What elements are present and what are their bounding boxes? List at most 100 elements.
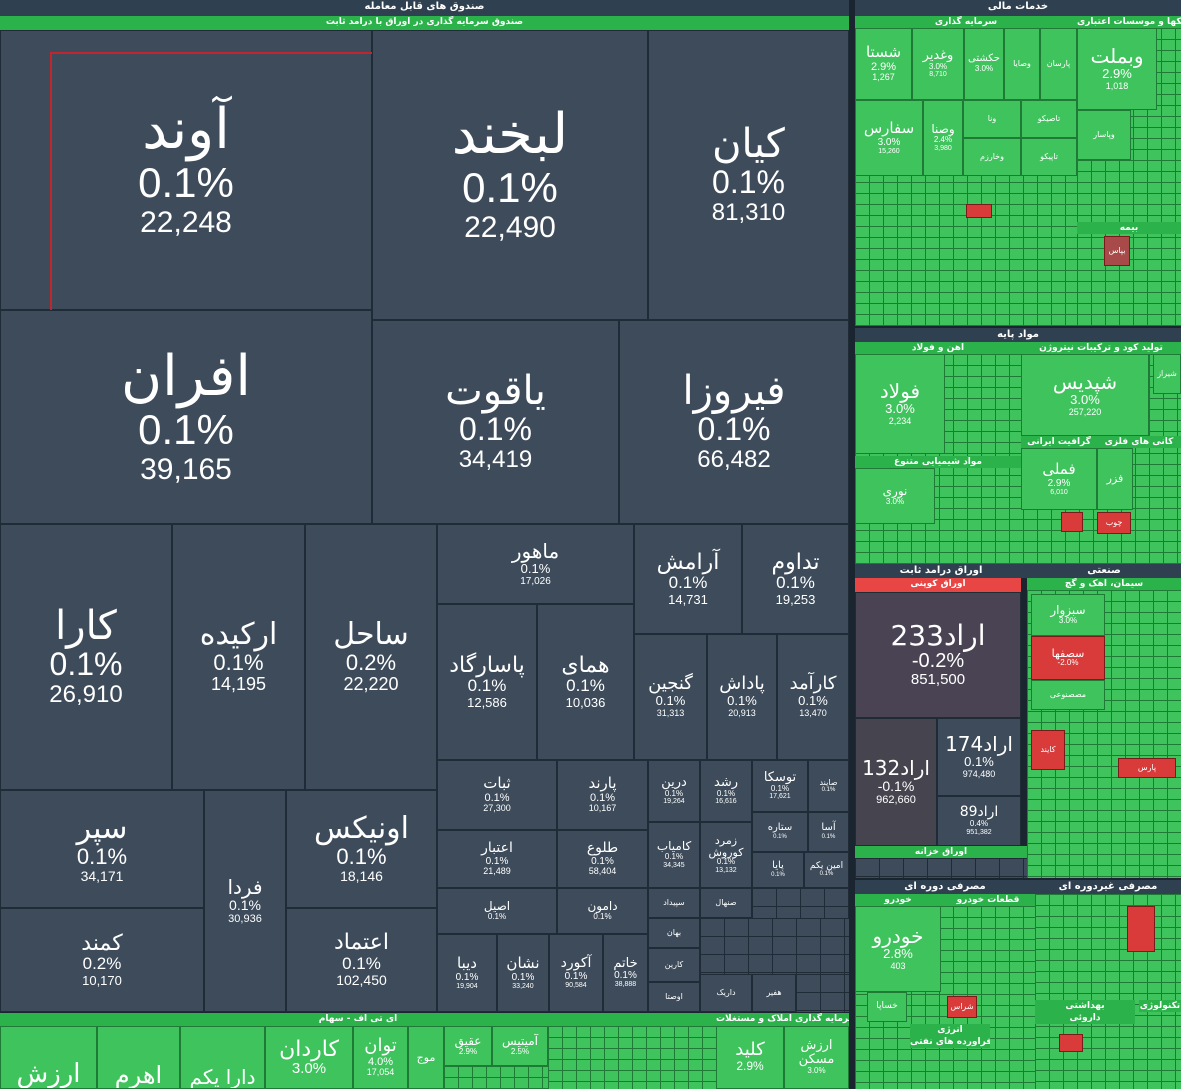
tile-arzesh-maskan[interactable]: ارزش مسکن 3.0%	[784, 1026, 849, 1089]
tile-setareh[interactable]: ستاره 0.1%	[752, 812, 808, 852]
tile-paya[interactable]: پایا 0.1%	[752, 852, 804, 888]
tile-aramesh[interactable]: آرامش 0.1% 14,731	[634, 524, 742, 634]
tile-arad132[interactable]: اراد132 -0.1% 962,660	[855, 718, 937, 846]
tile-afran[interactable]: افران 0.1% 39,165	[0, 310, 372, 524]
tile-yaghoot[interactable]: یاقوت 0.1% 34,419	[372, 320, 619, 524]
tile-hafir[interactable]: هفیر	[752, 974, 796, 1012]
tile-ahrom[interactable]: اهرم	[97, 1026, 180, 1089]
tile-kelid[interactable]: کلید 2.9%	[716, 1026, 784, 1089]
tile-vpasar[interactable]: وپاسار	[1077, 110, 1131, 160]
tile-kamyab[interactable]: کامیاب 0.1% 34,345	[648, 822, 700, 888]
tile-kara[interactable]: کارا 0.1% 26,910	[0, 524, 172, 790]
tile-shras[interactable]: شراس	[947, 996, 977, 1018]
tile-kayand[interactable]: کایند	[1031, 730, 1065, 770]
tile-vna[interactable]: ونا	[963, 100, 1021, 138]
tile-vsaya[interactable]: وصایا	[1004, 28, 1040, 100]
tile-foolad[interactable]: فولاد 3.0% 2,234	[855, 354, 945, 454]
tile-ousta[interactable]: اوصتا	[648, 982, 700, 1012]
tile-akord[interactable]: آکورد 0.1% 90,584	[549, 934, 603, 1012]
tile-tasiko[interactable]: تاصیکو	[1021, 100, 1077, 138]
tile-khatam[interactable]: خاتم 0.1% 38,888	[603, 934, 648, 1012]
tile-neshan[interactable]: نشان 0.1% 33,240	[497, 934, 549, 1012]
tile-arad174[interactable]: اراد174 0.1% 974,480	[937, 718, 1021, 796]
tile-behan[interactable]: بهان	[648, 918, 700, 948]
tile-change: 3.0%	[877, 136, 901, 148]
tile-firooza[interactable]: فیروزا 0.1% 66,482	[619, 320, 849, 524]
tile-negative-small[interactable]	[966, 204, 992, 218]
tile-negative-small-2[interactable]	[1061, 512, 1083, 532]
tile-vkharazm[interactable]: وخارزم	[963, 138, 1021, 176]
tile-vbmellat[interactable]: وبملت 2.9% 1,018	[1077, 28, 1157, 110]
tile-sesfaha[interactable]: سصفها -2.0%	[1031, 636, 1105, 680]
tile-zomorod-koorosh[interactable]: زمرد کوروش 0.1% 13,132	[700, 822, 752, 888]
tile-sabzevar[interactable]: سبزوار 3.0%	[1031, 594, 1105, 636]
tile-shpdis[interactable]: شپدیس 3.0% 257,220	[1021, 354, 1149, 436]
tile-noori[interactable]: نوری 3.0%	[855, 468, 935, 524]
tile-toska[interactable]: توسکا 0.1% 17,621	[752, 760, 808, 812]
tile-sabat[interactable]: ثبات 0.1% 27,300	[437, 760, 557, 830]
section-header-insurance: بیمه	[1077, 222, 1181, 234]
tile-separ[interactable]: سپر 0.1% 34,171	[0, 790, 204, 908]
tile-dorin[interactable]: درین 0.1% 19,264	[648, 760, 700, 822]
tile-aghigh[interactable]: عقیق 2.9%	[444, 1026, 492, 1066]
tile-darik[interactable]: داریک	[700, 974, 752, 1012]
tile-khodro[interactable]: خودرو 2.8% 403	[855, 906, 941, 992]
tile-tapiko[interactable]: تاپیکو	[1021, 138, 1077, 176]
tile-etemad[interactable]: اعتماد 0.1% 102,450	[286, 908, 437, 1012]
tile-tadavom[interactable]: تداوم 0.1% 19,253	[742, 524, 849, 634]
tile-parsan[interactable]: پارسان	[1040, 28, 1077, 100]
tile-diba[interactable]: دیبا 0.1% 19,904	[437, 934, 497, 1012]
tile-padash[interactable]: پاداش 0.1% 20,913	[707, 634, 777, 760]
tile-negative-small-3[interactable]	[1127, 906, 1155, 952]
tile-farda[interactable]: فردا 0.1% 30,936	[204, 790, 286, 1012]
tile-symbol: درین	[661, 774, 687, 790]
tile-mahoor[interactable]: ماهور 0.1% 17,026	[437, 524, 634, 604]
tile-avand[interactable]: آوند 0.1% 22,248	[0, 30, 372, 310]
tile-homay[interactable]: همای 0.1% 10,036	[537, 604, 634, 760]
tile-asil[interactable]: اصیل 0.1%	[437, 888, 557, 934]
tile-parand[interactable]: پارند 0.1% 10,167	[557, 760, 648, 830]
tile-asa[interactable]: آسا 0.1%	[808, 812, 849, 852]
tile-sfars[interactable]: سفارس 3.0% 15,260	[855, 100, 923, 176]
tile-choob[interactable]: چوب	[1097, 512, 1131, 534]
tile-kian[interactable]: کیان 0.1% 81,310	[648, 30, 849, 320]
tile-masnooi[interactable]: مصصنوعی	[1031, 680, 1105, 710]
tile-kamand[interactable]: کمند 0.2% 10,170	[0, 908, 204, 1012]
tile-khsapa[interactable]: خساپا	[867, 992, 907, 1022]
tile-vghadir[interactable]: وغدیر 3.0% 8,710	[912, 28, 964, 100]
tile-pars[interactable]: پارس	[1118, 758, 1176, 778]
tile-amin-yekom[interactable]: امین یکم 0.1%	[804, 852, 849, 888]
tile-etebar[interactable]: اعتبار 0.1% 21,489	[437, 830, 557, 888]
tile-sahel[interactable]: ساحل 0.2% 22,220	[305, 524, 437, 790]
tile-toloo[interactable]: طلوع 0.1% 58,404	[557, 830, 648, 888]
tile-hkeshti[interactable]: حکشتی 3.0%	[964, 28, 1004, 100]
tile-amitis[interactable]: آمیتیس 2.5%	[492, 1026, 548, 1066]
tile-orkideh[interactable]: ارکیده 0.1% 14,195	[172, 524, 305, 790]
tile-bpas[interactable]: بپاس	[1104, 236, 1130, 266]
tile-onyx[interactable]: اونیکس 0.1% 18,146	[286, 790, 437, 908]
tile-negative-small-4[interactable]	[1059, 1034, 1083, 1052]
tile-change: 0.1%	[964, 754, 994, 770]
tile-karin[interactable]: کارین	[648, 948, 700, 982]
tile-fameli[interactable]: فملی 2.9% 6,010	[1021, 448, 1097, 510]
tile-sanhal[interactable]: صنهال	[700, 888, 752, 918]
tile-sayand[interactable]: صايند 0.1%	[808, 760, 849, 812]
tile-damoon[interactable]: دامون 0.1%	[557, 888, 648, 934]
tile-arzesh[interactable]: ارزش	[0, 1026, 97, 1089]
tile-shasta[interactable]: شستا 2.9% 1,267	[855, 28, 912, 100]
tile-sepidad[interactable]: سپیداد	[648, 888, 700, 918]
tile-tavan[interactable]: توان 4.0% 17,054	[353, 1026, 408, 1089]
tile-pasargad[interactable]: پاسارگاد 0.1% 12,586	[437, 604, 537, 760]
tile-karamad[interactable]: کارآمد 0.1% 13,470	[777, 634, 849, 760]
tile-vsna[interactable]: وصنا 2.4% 3,980	[923, 100, 963, 176]
tile-ganjin[interactable]: گنجین 0.1% 31,313	[634, 634, 707, 760]
tile-labkhand[interactable]: لبخند 0.1% 22,490	[372, 30, 648, 320]
tile-shiraz[interactable]: شیراز	[1153, 354, 1181, 394]
tile-arad89[interactable]: اراد89 0.4% 951,382	[937, 796, 1021, 846]
tile-mooj[interactable]: موج	[408, 1026, 444, 1089]
tile-kardan[interactable]: کاردان 3.0%	[265, 1026, 353, 1089]
tile-roshd[interactable]: رشد 0.1% 16,616	[700, 760, 752, 822]
tile-fazar[interactable]: فزر	[1097, 448, 1133, 510]
tile-dara-yekom[interactable]: دارا یکم	[180, 1026, 265, 1089]
tile-arad233[interactable]: اراد233 -0.2% 851,500	[855, 592, 1021, 718]
